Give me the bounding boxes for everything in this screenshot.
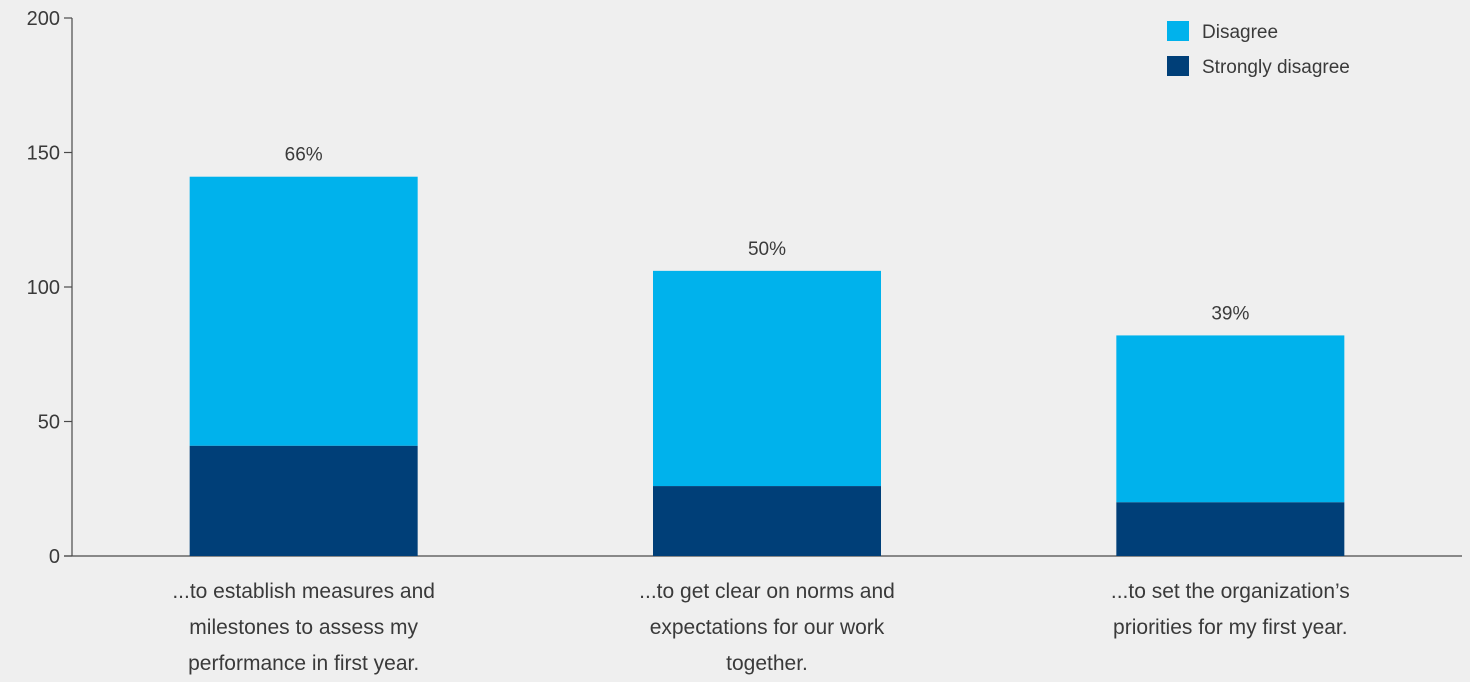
x-category-label-line: priorities for my first year. [1113, 616, 1348, 639]
x-category-label-line: milestones to assess my [189, 616, 418, 639]
category-labels: ...to establish measures and milestones t… [172, 580, 1349, 675]
x-category-label: ...to set the organization’s priorities f… [1111, 580, 1350, 639]
legend-label: Disagree [1202, 22, 1278, 43]
legend-label: Strongly disagree [1202, 57, 1350, 78]
x-category-label-line: together. [726, 652, 808, 675]
bar-total-label: 50% [748, 239, 786, 260]
x-category-label-line: ...to set the organization’s [1111, 580, 1350, 603]
x-category-label-line: expectations for our work [650, 616, 885, 639]
y-tick-label: 50 [38, 412, 60, 434]
data-labels: 66% 50% 39% [285, 145, 1250, 325]
legend-swatch [1167, 21, 1189, 41]
legend-swatch [1167, 56, 1189, 76]
x-category-label: ...to get clear on norms and expectations… [639, 580, 895, 675]
bar-segment [1116, 335, 1345, 503]
y-tick-label: 0 [49, 546, 60, 568]
x-category-label-line: ...to get clear on norms and [639, 580, 895, 603]
legend: Disagree Strongly disagree [1167, 21, 1350, 78]
bar-segment [653, 486, 881, 556]
y-tick-label: 100 [27, 277, 60, 299]
x-category-label-line: performance in first year. [188, 652, 419, 675]
bars [189, 176, 1345, 556]
bar-segment [189, 445, 418, 556]
y-tick-label: 150 [27, 143, 60, 165]
bar-segment [1116, 502, 1345, 556]
x-category-label: ...to establish measures and milestones t… [172, 580, 435, 675]
bar-total-label: 39% [1211, 303, 1249, 324]
x-category-label-line: ...to establish measures and [172, 580, 435, 603]
bar-total-label: 66% [285, 145, 323, 166]
y-tick-label: 200 [27, 8, 60, 30]
bar-segment [653, 270, 881, 487]
bar-segment [189, 176, 418, 446]
